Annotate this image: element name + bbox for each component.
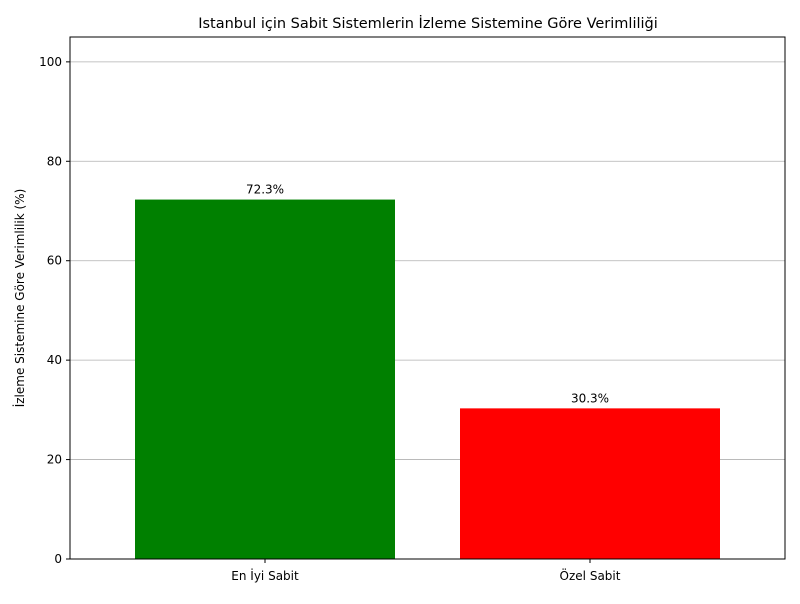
tick-layer: 0 20 40 60 80 100 En İyi Sabit Özel Sabit [39,55,621,583]
y-axis-label: İzleme Sistemine Göre Verimlilik (%) [12,189,27,408]
y-tick-label: 60 [47,254,62,268]
x-tick-label: Özel Sabit [560,567,621,583]
bar-layer [135,199,720,559]
data-label-layer: 72.3% 30.3% [246,183,609,406]
chart-title: Istanbul için Sabit Sistemlerin İzleme S… [198,14,658,32]
y-tick-label: 40 [47,353,62,367]
bar [135,199,395,559]
bar [460,408,720,559]
x-tick-label: En İyi Sabit [231,568,299,583]
y-tick-label: 0 [54,552,62,566]
y-tick-label: 100 [39,55,62,69]
plot-frame [69,36,786,560]
y-tick-label: 20 [47,453,62,467]
data-label: 30.3% [571,391,609,405]
y-tick-label: 80 [47,154,62,168]
data-label: 72.3% [246,183,284,197]
